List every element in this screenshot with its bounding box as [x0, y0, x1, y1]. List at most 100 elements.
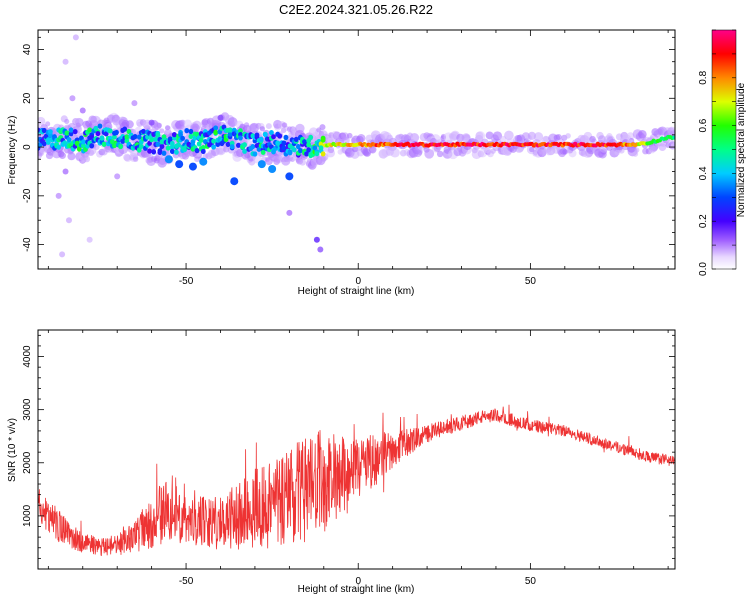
spectrogram-cell	[318, 141, 324, 147]
spectrogram-cell	[194, 148, 200, 154]
spectrogram-cell	[371, 146, 377, 153]
spectrogram-cell	[424, 148, 435, 159]
y-tick-label: -20	[22, 188, 33, 203]
spectrogram-cell	[410, 133, 419, 142]
spectrogram-cell	[99, 135, 105, 141]
y-tick-label: 20	[22, 92, 33, 104]
colorbar-ticks: 0.0 0.2 0.4 0.6 0.8	[698, 29, 736, 276]
spectrogram-cell	[83, 155, 91, 163]
spectrogram-blob	[285, 172, 294, 181]
spectrogram-cell	[565, 133, 571, 139]
spectrogram-cell	[672, 135, 675, 140]
spectrogram-cell	[112, 114, 120, 122]
colorbar-tick-label: 0.0	[698, 262, 709, 276]
spectrogram-cell	[200, 145, 206, 151]
spectrogram-cell	[265, 123, 272, 130]
spectrogram-cell	[89, 143, 95, 149]
spectrogram-cell	[188, 128, 194, 135]
spectrogram-cell	[229, 144, 235, 150]
spectrogram-cell	[529, 146, 535, 153]
spectrogram-cell	[589, 135, 596, 143]
spectrogram-cell	[123, 153, 131, 162]
spectrogram-cell	[271, 134, 276, 140]
colorbar-label: Normalized spectral amplitude	[736, 82, 747, 217]
spectrogram-cell	[312, 145, 318, 151]
spectrogram-blob	[55, 192, 62, 199]
spectrogram-cell	[64, 130, 70, 136]
spectrogram-cell	[225, 141, 231, 147]
spectrogram-cell	[153, 122, 162, 130]
spectrogram-cell	[215, 145, 226, 156]
spectrogram-cell	[81, 139, 86, 145]
spectrogram-cell	[68, 131, 74, 137]
spectrogram-cell	[341, 132, 349, 141]
spectrogram-cell	[45, 121, 51, 127]
spectrogram-cell	[250, 143, 256, 150]
spectrogram-cell	[45, 137, 51, 143]
spectrogram-cell	[155, 141, 161, 147]
spectrogram-y-ticks: -40 -20 0 20 40	[22, 36, 675, 270]
spectrogram-blob	[72, 34, 79, 41]
spectrogram-cell	[346, 132, 353, 139]
y-tick-label: -40	[22, 237, 33, 252]
spectrogram-frame	[37, 29, 676, 270]
snr-x-ticks: -50 0 50	[47, 330, 669, 587]
spectrogram-cell	[75, 122, 81, 128]
spectrogram-cell	[180, 135, 186, 141]
y-tick-label: 4000	[22, 345, 33, 368]
y-tick-label: 0	[22, 144, 33, 150]
spectrogram-cell	[260, 149, 266, 155]
spectrogram-cell	[114, 129, 119, 136]
spectrogram-cell	[200, 148, 206, 155]
spectrogram-blob	[164, 155, 173, 164]
spectrogram-cell	[153, 136, 159, 142]
spectrogram-cell	[297, 148, 303, 154]
spectrogram-blob	[268, 165, 277, 174]
spectrogram-blob	[65, 217, 72, 224]
spectrogram-blob	[230, 177, 239, 186]
spectrogram-cell	[109, 139, 115, 145]
spectrogram-cell	[314, 151, 320, 157]
spectrogram-blob	[199, 157, 208, 166]
spectrogram-cell	[238, 128, 243, 134]
y-tick-label: 1000	[22, 504, 33, 527]
x-tick-label: -50	[179, 576, 194, 587]
spectrogram-cell	[211, 138, 217, 144]
spectrogram-blob	[257, 160, 266, 169]
colorbar-tick-label: 0.8	[698, 70, 709, 84]
spectrogram-blob	[313, 236, 320, 243]
spectrogram-cell	[188, 133, 194, 140]
spectrogram-cell	[101, 141, 107, 147]
spectrogram-cell	[125, 120, 134, 129]
spectrogram-cell	[243, 122, 250, 128]
spectrogram-cell	[293, 136, 299, 142]
spectrogram-cell	[159, 143, 165, 149]
spectrogram-cell	[436, 150, 444, 158]
spectrogram-cell	[287, 150, 293, 156]
x-tick-label: 50	[525, 576, 537, 587]
spectrogram-cell	[124, 134, 130, 140]
spectrogram-blob	[69, 95, 76, 102]
x-tick-label: -50	[179, 276, 194, 287]
spectrogram-cell	[231, 127, 237, 133]
spectrogram-blob	[114, 173, 121, 180]
spectrogram-cell	[306, 147, 312, 153]
spectrogram-cell	[215, 141, 221, 147]
spectrogram-cell	[283, 134, 289, 140]
spectrogram-cell	[235, 142, 241, 148]
y-tick-label: 2000	[22, 451, 33, 474]
spectrogram-cell	[259, 126, 265, 132]
spectrogram-cell	[254, 132, 260, 138]
spectrogram-cell	[103, 131, 109, 137]
spectrogram-blob	[59, 251, 66, 258]
colorbar: 0.0 0.2 0.4 0.6 0.8 Normalized spectral ampl…	[698, 29, 747, 276]
spectrogram-cell	[527, 131, 537, 141]
spectrogram-cell	[299, 158, 306, 166]
spectrogram-cell	[295, 143, 301, 150]
spectrogram-marks	[38, 34, 675, 258]
spectrogram-cell	[227, 127, 233, 133]
spectrogram-cell	[155, 132, 161, 138]
spectrogram-cell	[196, 141, 202, 147]
spectrogram-cell	[161, 150, 167, 156]
